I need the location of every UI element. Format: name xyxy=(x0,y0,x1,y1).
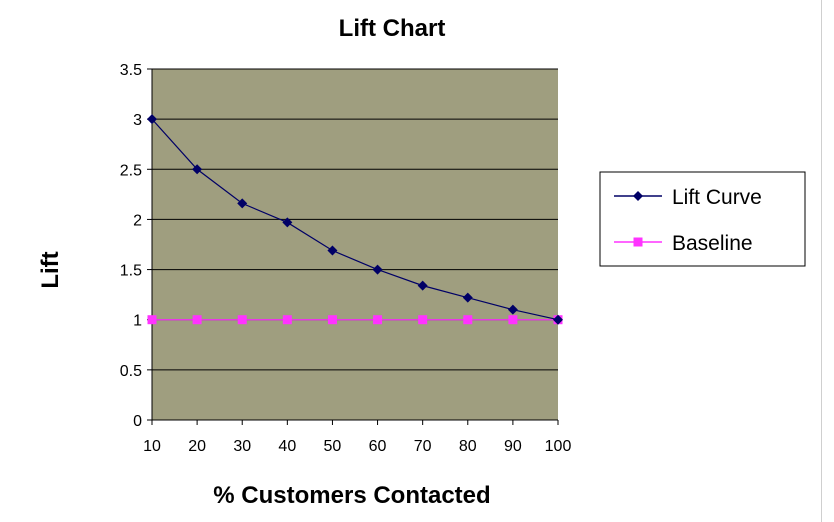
chart-title: Lift Chart xyxy=(339,15,446,42)
lift-curve-point xyxy=(417,280,428,291)
baseline-point xyxy=(147,315,157,325)
x-tick-label: 80 xyxy=(459,438,477,455)
y-tick-label: 2.5 xyxy=(120,162,142,179)
x-tick-label: 100 xyxy=(545,438,572,455)
legend-item-baseline: Baseline xyxy=(614,232,753,255)
y-tick-label: 1 xyxy=(133,313,142,330)
baseline-point xyxy=(327,315,337,325)
x-tick-label: 40 xyxy=(278,438,296,455)
x-tick-label: 60 xyxy=(369,438,387,455)
lift-curve-point xyxy=(553,314,563,325)
lift-curve-point xyxy=(282,217,293,228)
lift-curve-line xyxy=(151,118,559,321)
baseline-point xyxy=(373,315,383,325)
y-tick-label: 1.5 xyxy=(120,263,142,280)
series-lift-curve xyxy=(147,114,563,325)
y-tick-label: 3 xyxy=(133,112,142,129)
x-tick-label: 70 xyxy=(414,438,432,455)
lift-curve-point xyxy=(372,264,383,275)
x-tick-label: 90 xyxy=(504,438,522,455)
x-tick-label: 50 xyxy=(324,438,342,455)
lift-curve-point xyxy=(327,245,338,256)
y-tick-label: 3.5 xyxy=(120,62,142,79)
legend-label: Lift Curve xyxy=(672,186,762,209)
legend-swatch-marker xyxy=(633,237,643,247)
series-layer xyxy=(147,114,563,325)
y-tick-label: 0 xyxy=(133,413,142,430)
y-tick-label: 2 xyxy=(133,212,142,229)
lift-curve-point xyxy=(192,164,203,175)
lift-curve-point xyxy=(462,292,473,303)
baseline-point xyxy=(192,315,202,325)
plot-area xyxy=(152,69,558,420)
baseline-point xyxy=(508,315,518,325)
legend-label: Baseline xyxy=(672,232,753,255)
legend-swatch-marker xyxy=(633,191,643,201)
baseline-point xyxy=(282,315,292,325)
x-tick-label: 10 xyxy=(143,438,161,455)
lift-curve-point xyxy=(237,198,248,209)
lift-curve-point xyxy=(147,114,157,125)
x-tick-label: 20 xyxy=(188,438,206,455)
x-axis-ticks: 10 20 30 40 50 60 70 80 90 100 xyxy=(143,420,571,455)
lift-curve-point xyxy=(507,304,518,315)
x-tick-label: 30 xyxy=(233,438,251,455)
y-axis-ticks: 0 0.5 1 1.5 2 2.5 3 3.5 xyxy=(120,62,152,430)
legend-box xyxy=(599,171,806,267)
y-axis-title: Lift xyxy=(37,251,64,288)
baseline-point xyxy=(237,315,247,325)
legend-item-lift-curve: Lift Curve xyxy=(614,186,762,209)
x-axis-title: % Customers Contacted xyxy=(213,482,490,509)
baseline-point xyxy=(463,315,473,325)
legend: Lift Curve Baseline xyxy=(599,171,806,267)
window-edge xyxy=(821,0,834,522)
baseline-point xyxy=(418,315,428,325)
y-tick-label: 0.5 xyxy=(120,363,142,380)
